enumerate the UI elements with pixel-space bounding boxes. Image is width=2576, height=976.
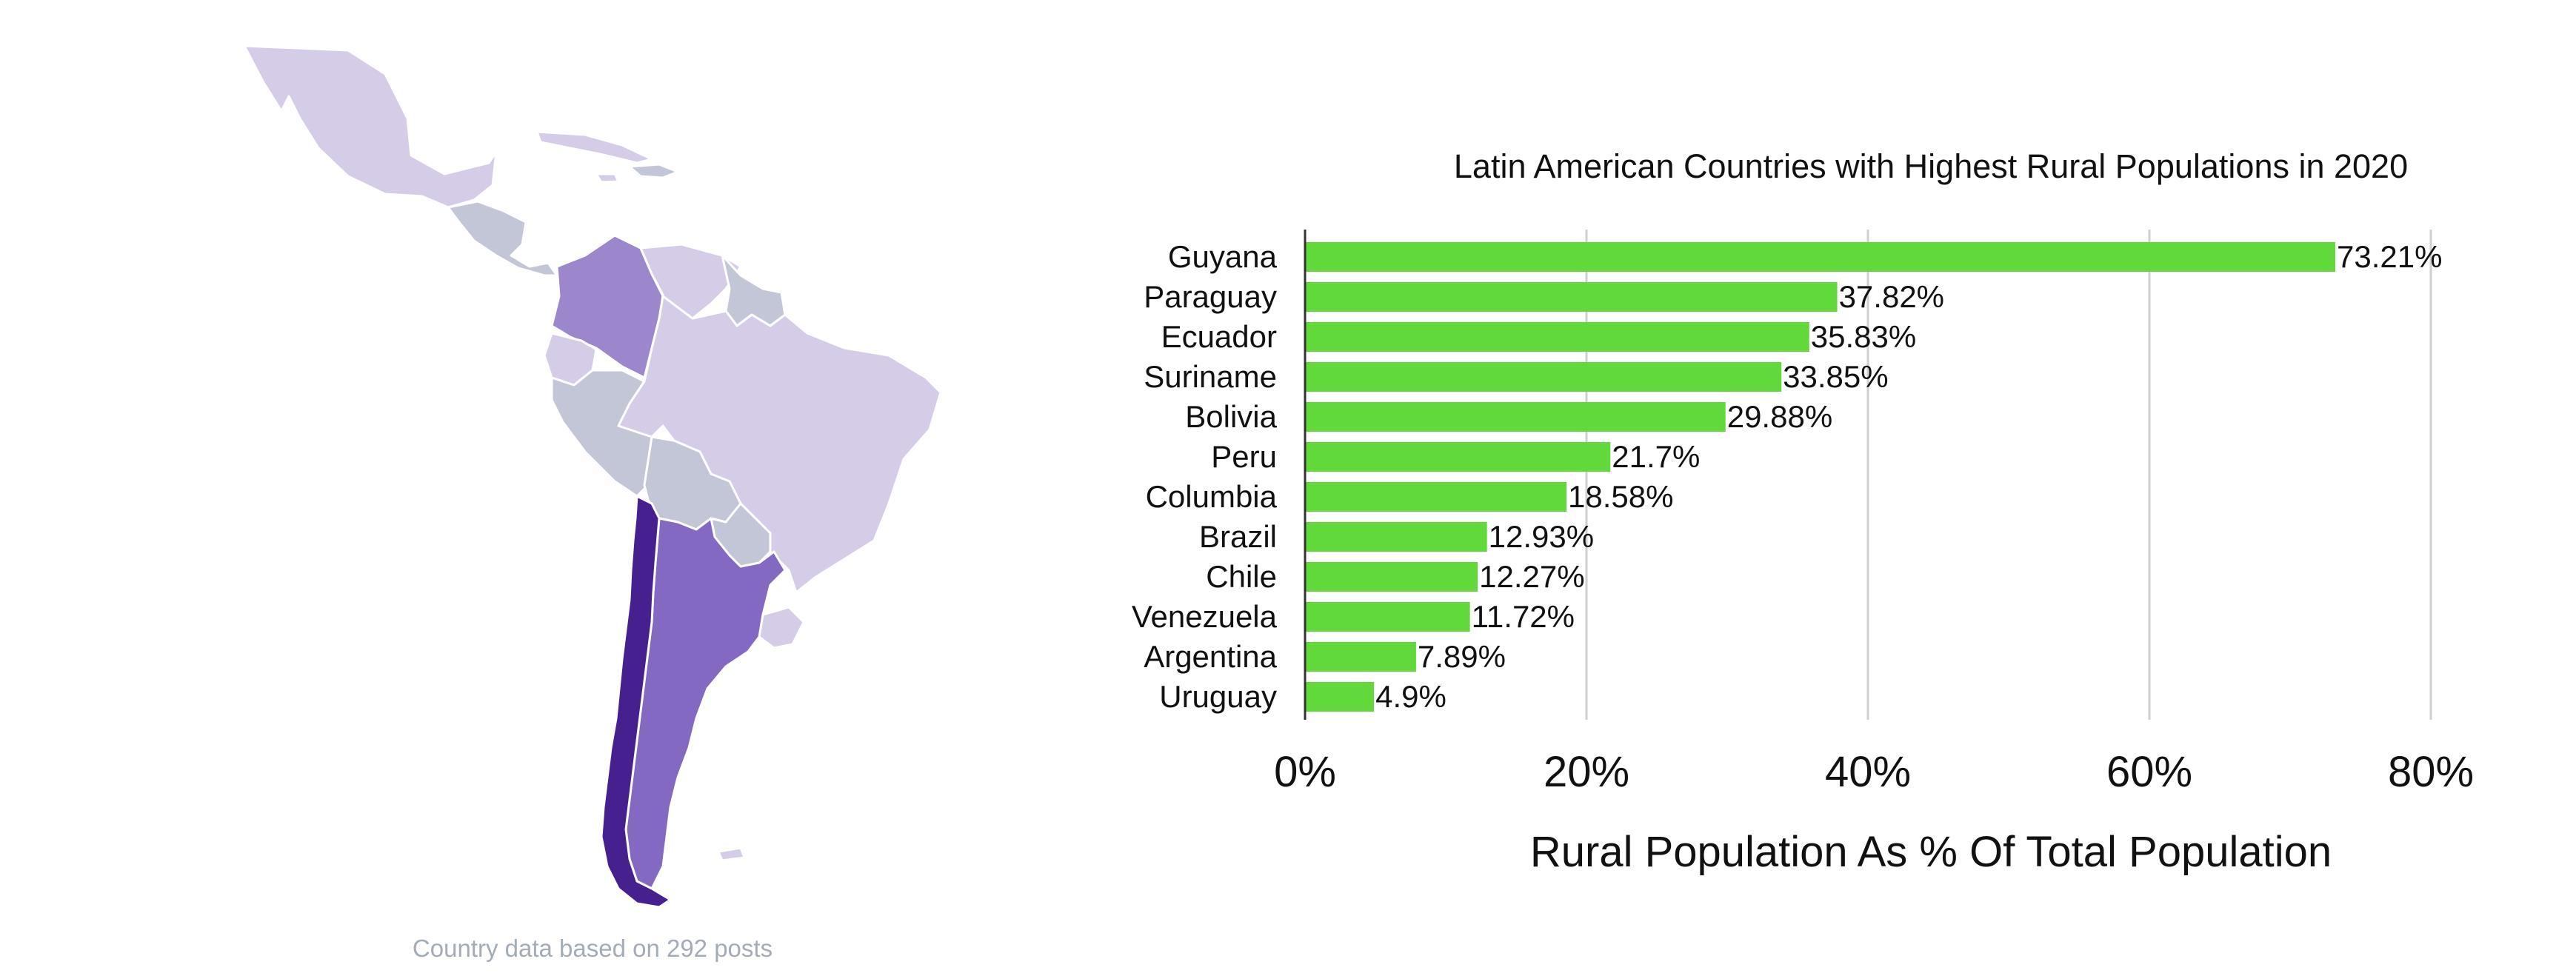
value-label: 18.58% — [1568, 479, 1673, 514]
map-region-chile — [600, 495, 672, 909]
chart-x-axis-label: Rural Population As % Of Total Populatio… — [1530, 828, 2332, 876]
category-label: Argentina — [1144, 639, 1277, 674]
rural-population-chart: Latin American Countries with Highest Ru… — [1132, 147, 2474, 876]
map-region-brazil — [617, 295, 942, 594]
value-label: 4.9% — [1375, 679, 1447, 714]
bar — [1305, 682, 1375, 712]
value-label: 7.89% — [1418, 639, 1506, 674]
map-region-jamaica — [595, 173, 620, 184]
value-label: 11.72% — [1472, 599, 1575, 634]
category-label: Brazil — [1199, 519, 1277, 554]
x-tick-label: 20% — [1544, 748, 1629, 796]
value-label: 37.82% — [1839, 279, 1944, 314]
value-label: 12.93% — [1489, 519, 1594, 554]
x-tick-label: 60% — [2106, 748, 2192, 796]
value-label: 73.21% — [2337, 239, 2442, 274]
value-label: 21.7% — [1612, 439, 1700, 474]
category-label: Ecuador — [1161, 319, 1277, 354]
category-label: Venezuela — [1132, 599, 1278, 634]
chart-category-labels: Guyana Paraguay Ecuador Suriname Bolivia Peru… — [1132, 239, 1278, 714]
bar — [1305, 282, 1838, 312]
category-label: Uruguay — [1159, 679, 1277, 714]
map-region-mexico — [243, 44, 498, 209]
x-tick-label: 0% — [1274, 748, 1336, 796]
x-tick-label: 40% — [1825, 748, 1911, 796]
bar — [1305, 522, 1487, 552]
category-label: Columbia — [1146, 479, 1278, 514]
chart-x-ticks: 0% 20% 40% 60% 80% — [1274, 748, 2474, 796]
value-label: 35.83% — [1811, 319, 1916, 354]
category-label: Chile — [1206, 559, 1277, 594]
value-label: 12.27% — [1479, 559, 1584, 594]
bar — [1305, 362, 1782, 392]
value-label: 33.85% — [1783, 359, 1888, 394]
latin-america-map-panel: Country data based on 292 posts — [0, 0, 1155, 976]
category-label: Peru — [1211, 439, 1277, 474]
map-region-falklands — [717, 846, 746, 862]
chart-value-labels: 73.21% 37.82% 35.83% 33.85% 29.88% 21.7% 18.58… — [1375, 239, 2442, 714]
category-label: Bolivia — [1185, 399, 1277, 434]
value-label: 29.88% — [1727, 399, 1832, 434]
x-tick-label: 80% — [2388, 748, 2474, 796]
chart-title: Latin American Countries with Highest Ru… — [1454, 147, 2408, 185]
bar — [1305, 482, 1567, 512]
map-region-central-america — [447, 200, 558, 277]
chart-gridlines — [1585, 230, 2432, 720]
bar — [1305, 642, 1416, 672]
map-region-uruguay — [758, 606, 805, 649]
bar — [1305, 602, 1470, 632]
bar — [1305, 562, 1478, 592]
bar — [1305, 402, 1726, 432]
chart-bars — [1305, 242, 2335, 712]
category-label: Suriname — [1144, 359, 1277, 394]
category-label: Guyana — [1168, 239, 1278, 274]
map-region-cuba — [535, 130, 653, 164]
latin-america-map — [243, 44, 942, 909]
map-region-hispaniola — [628, 163, 679, 179]
bar — [1305, 322, 1809, 352]
map-caption: Country data based on 292 posts — [412, 935, 773, 962]
bar — [1305, 242, 2335, 272]
bar — [1305, 442, 1611, 472]
category-label: Paraguay — [1144, 279, 1277, 314]
